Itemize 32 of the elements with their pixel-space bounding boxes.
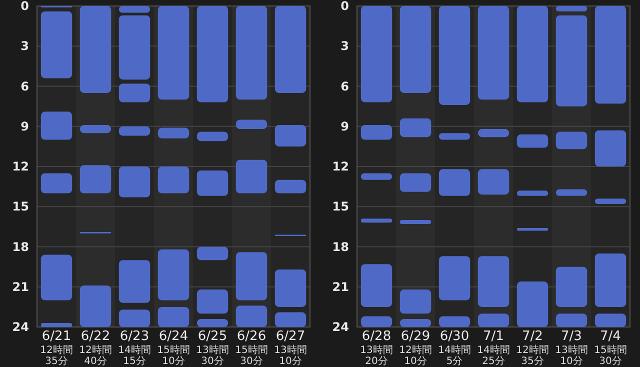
y-tick-label: 3 <box>340 39 349 54</box>
x-tick-label: 6/25 13時間 30分 <box>196 329 229 367</box>
y-tick-label: 12 <box>332 160 349 174</box>
y-tick-label: 15 <box>12 200 29 214</box>
y-tick-label: 6 <box>340 79 349 94</box>
x-tick-label: 6/22 12時間 40分 <box>79 329 112 367</box>
x-tick-label: 7/4 15時間 30分 <box>594 329 627 367</box>
y-tick-label: 15 <box>332 200 349 214</box>
x-tick-label: 6/28 13時間 20分 <box>360 329 393 367</box>
x-tick-label: 6/27 13時間 10分 <box>274 329 307 367</box>
y-tick-label: 6 <box>20 79 29 94</box>
x-tick-label: 6/30 14時間 5分 <box>438 329 471 367</box>
y-tick-label: 9 <box>340 119 349 134</box>
x-tick-label: 6/23 14時間 15分 <box>118 329 151 367</box>
x-tick-label: 6/24 15時間 10分 <box>157 329 190 367</box>
y-tick-label: 12 <box>12 160 29 174</box>
y-tick-label: 18 <box>332 240 349 254</box>
y-tick-label: 3 <box>20 39 29 54</box>
y-tick-label: 24 <box>332 320 349 334</box>
x-tick-label: 6/29 12時間 10分 <box>399 329 432 367</box>
x-tick-label: 7/2 12時間 35分 <box>516 329 549 367</box>
y-tick-label: 0 <box>340 0 349 13</box>
y-tick-label: 21 <box>332 280 349 294</box>
x-tick-label: 7/3 13時間 10分 <box>555 329 588 367</box>
x-tick-label: 6/26 15時間 30分 <box>235 329 268 367</box>
y-tick-label: 18 <box>12 240 29 254</box>
y-tick-label: 24 <box>12 320 29 334</box>
y-tick-label: 21 <box>12 280 29 294</box>
x-tick-label: 6/21 12時間 35分 <box>40 329 73 367</box>
x-tick-label: 7/1 14時間 25分 <box>477 329 510 367</box>
y-tick-label: 0 <box>20 0 29 13</box>
y-tick-label: 9 <box>20 119 29 134</box>
